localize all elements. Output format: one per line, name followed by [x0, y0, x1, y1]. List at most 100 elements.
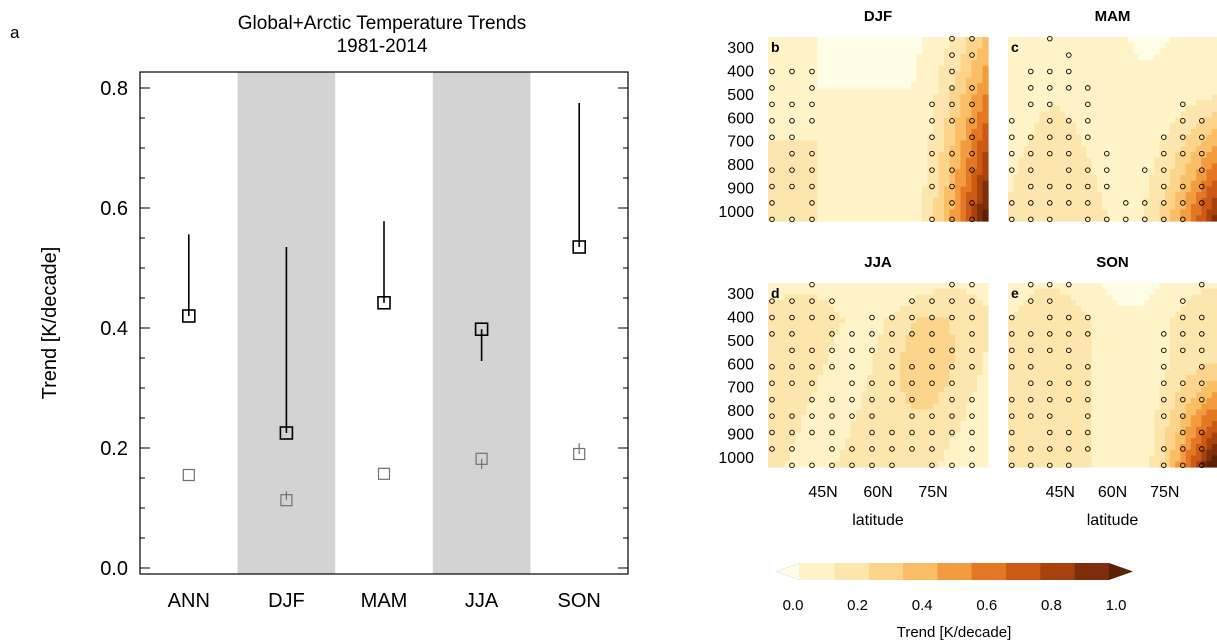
- heatmap-cell: [1206, 198, 1213, 205]
- heatmap-cell: [867, 432, 874, 439]
- heatmap-cell: [966, 311, 973, 319]
- heatmap-cell: [1049, 186, 1056, 193]
- heatmap-cell: [1102, 140, 1108, 147]
- heatmap-cell: [1133, 306, 1140, 313]
- heatmap-cell: [801, 288, 808, 296]
- heatmap-cell: [850, 71, 857, 78]
- heatmap-cell: [1065, 375, 1072, 382]
- heatmap-cell: [1023, 123, 1030, 130]
- heatmap-cell: [966, 283, 973, 290]
- heatmap-cell: [1128, 180, 1134, 188]
- heatmap-cell: [784, 461, 791, 468]
- heatmap-cell: [960, 294, 967, 301]
- heatmap-cell: [878, 71, 885, 78]
- heatmap-cell: [1138, 77, 1145, 84]
- heatmap-cell: [922, 140, 929, 147]
- heatmap-cell: [922, 203, 929, 211]
- heatmap-cell: [1128, 106, 1134, 113]
- heatmap-cell: [1039, 294, 1046, 301]
- heatmap-cell: [883, 77, 890, 84]
- heatmap-cell: [1112, 180, 1119, 188]
- heatmap-cell: [839, 375, 846, 382]
- heatmap-cell: [790, 117, 797, 124]
- heatmap-cell: [812, 392, 819, 399]
- heatmap-cell: [977, 157, 984, 165]
- heatmap-cell: [1070, 300, 1077, 307]
- heatmap-cell: [795, 180, 802, 188]
- heatmap-cell: [1013, 117, 1020, 124]
- significance-marker: [869, 446, 875, 452]
- heatmap-cell: [773, 180, 780, 188]
- heatmap-cell: [1008, 317, 1014, 324]
- heatmap-cell: [933, 198, 940, 205]
- heatmap-cell: [1039, 449, 1046, 457]
- heatmap-cell: [856, 163, 863, 170]
- significance-marker: [1066, 68, 1072, 75]
- heatmap-cell: [861, 54, 868, 61]
- heatmap-cell: [1055, 398, 1061, 405]
- heatmap-cell: [779, 432, 786, 439]
- heatmap-cell: [806, 106, 813, 113]
- heatmap-cell: [806, 398, 813, 405]
- heatmap-cell: [1039, 352, 1046, 359]
- heatmap-cell: [960, 369, 967, 376]
- heatmap-cell: [1023, 209, 1030, 216]
- heatmap-cell: [1133, 444, 1140, 451]
- heatmap-cell: [971, 42, 978, 50]
- heatmap-cell: [922, 380, 929, 388]
- heatmap-cell: [883, 146, 890, 153]
- heatmap-cell: [1034, 163, 1040, 170]
- significance-marker: [929, 462, 935, 469]
- heatmap-cell: [1081, 146, 1087, 153]
- heatmap-cell: [1169, 203, 1176, 211]
- heatmap-cell: [1096, 438, 1103, 445]
- heatmap-cell: [1102, 455, 1108, 462]
- heatmap-cell: [795, 106, 802, 113]
- heatmap-cell: [1196, 192, 1202, 199]
- heatmap-cell: [1154, 106, 1161, 113]
- heatmap-cell: [872, 94, 879, 101]
- heatmap-cell: [850, 146, 857, 153]
- heatmap-cell: [872, 203, 879, 211]
- heatmap-cell: [773, 455, 780, 462]
- heatmap-cell: [1044, 37, 1051, 44]
- heatmap-cell: [1107, 209, 1114, 216]
- heatmap-cell: [1091, 294, 1098, 301]
- heatmap-cell: [971, 83, 978, 90]
- heatmap-cell: [1013, 163, 1020, 170]
- heatmap-cell: [1070, 398, 1077, 405]
- heatmap-cell: [1044, 403, 1051, 411]
- heatmap-cell: [1107, 77, 1114, 84]
- heatmap-cell: [856, 37, 863, 44]
- significance-marker: [769, 216, 775, 223]
- heatmap-cell: [834, 311, 841, 319]
- heatmap-cell: [938, 398, 945, 405]
- heatmap-cell: [894, 180, 901, 188]
- heatmap-cell: [1039, 198, 1046, 205]
- heatmap-cell: [1049, 54, 1056, 61]
- significance-marker: [909, 396, 915, 403]
- heatmap-cell: [1122, 455, 1129, 462]
- heatmap-cell: [1117, 432, 1124, 439]
- heatmap-cell: [900, 386, 907, 393]
- heatmap-cell: [784, 346, 791, 353]
- heatmap-cell: [1049, 140, 1056, 147]
- heatmap-cell: [834, 352, 841, 359]
- heatmap-cell: [1149, 192, 1155, 199]
- heatmap-cell: [911, 163, 918, 170]
- heatmap-cell: [938, 386, 945, 393]
- heatmap-cell: [872, 157, 879, 165]
- heatmap-cell: [1023, 37, 1030, 44]
- heatmap-cell: [944, 129, 951, 136]
- heatmap-cell: [1075, 37, 1082, 44]
- heatmap-cell: [828, 175, 835, 182]
- heatmap-cell: [850, 83, 857, 90]
- heatmap-cell: [960, 37, 967, 44]
- heatmap-cell: [1117, 203, 1124, 211]
- heatmap-cell: [916, 438, 923, 445]
- heatmap-cell: [878, 117, 885, 124]
- heatmap-cell: [1049, 60, 1056, 67]
- heatmap-cell: [1117, 123, 1124, 130]
- significance-marker: [1180, 134, 1186, 140]
- heatmap-cell: [801, 186, 808, 193]
